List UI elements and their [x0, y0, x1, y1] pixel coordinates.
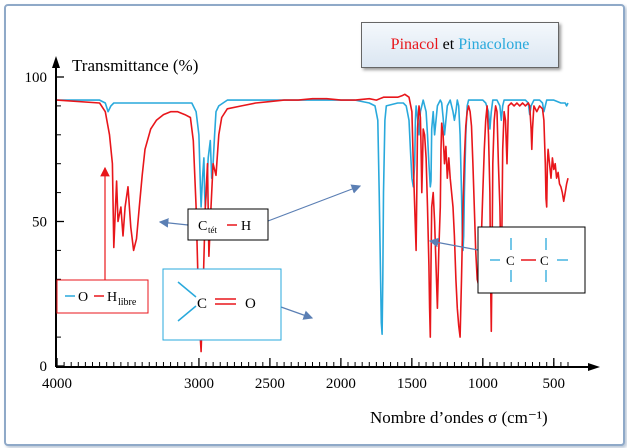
x-axis-label: Nombre d’ondes σ (cm⁻¹) — [370, 408, 548, 427]
figure-frame — [4, 4, 625, 446]
x-tick-label: 2000 — [326, 376, 356, 392]
legend-pinacolone: Pinacolone — [458, 36, 530, 53]
y-tick-label: 100 — [25, 70, 48, 86]
arrow-co — [280, 306, 314, 320]
y-axis-arrow-icon — [52, 56, 60, 68]
ch-h-label: H — [241, 219, 251, 234]
ch-annotation-box: C tét H — [187, 208, 269, 241]
oh-o-label: O — [78, 290, 88, 305]
cc-c1-label: C — [506, 253, 515, 268]
axes: 4000 3000 2500 2000 1500 1000 500 0 50 100 — [25, 56, 600, 392]
series-line-pinacol — [56, 93, 569, 353]
oh-h-label: H — [107, 290, 117, 305]
cc-annotation-box: C C — [477, 226, 586, 294]
cc-c2-label: C — [540, 253, 549, 268]
ch-sub-label: tét — [208, 225, 217, 235]
x-tick-label: 500 — [543, 376, 566, 392]
ch-c-label: C — [198, 219, 207, 234]
x-tick-label: 1000 — [468, 376, 498, 392]
arrow-ch-left — [158, 218, 189, 228]
x-tick-label: 4000 — [42, 376, 72, 392]
legend: Pinacol et Pinacolone — [361, 22, 559, 68]
co-annotation-box: C O — [162, 268, 282, 341]
oh-annotation-box: O H libre — [56, 279, 149, 314]
oh-sub-label: libre — [118, 297, 137, 308]
y-axis-label: Transmittance (%) — [72, 56, 198, 75]
x-tick-label: 1500 — [397, 376, 427, 392]
annotation-arrows — [100, 166, 479, 320]
arrow-ch-right — [267, 184, 362, 222]
x-axis-arrow-icon — [588, 363, 600, 371]
arrow-cc — [428, 237, 479, 251]
legend-pinacol: Pinacol — [390, 36, 439, 53]
x-tick-label: 3000 — [184, 376, 214, 392]
co-c-label: C — [197, 296, 207, 312]
x-tick-label: 2500 — [255, 376, 285, 392]
y-tick-label: 50 — [32, 215, 47, 231]
co-o-label: O — [245, 296, 256, 312]
legend-text: Pinacol et Pinacolone — [362, 36, 558, 54]
legend-et: et — [442, 36, 455, 53]
y-tick-label: 0 — [40, 359, 48, 375]
